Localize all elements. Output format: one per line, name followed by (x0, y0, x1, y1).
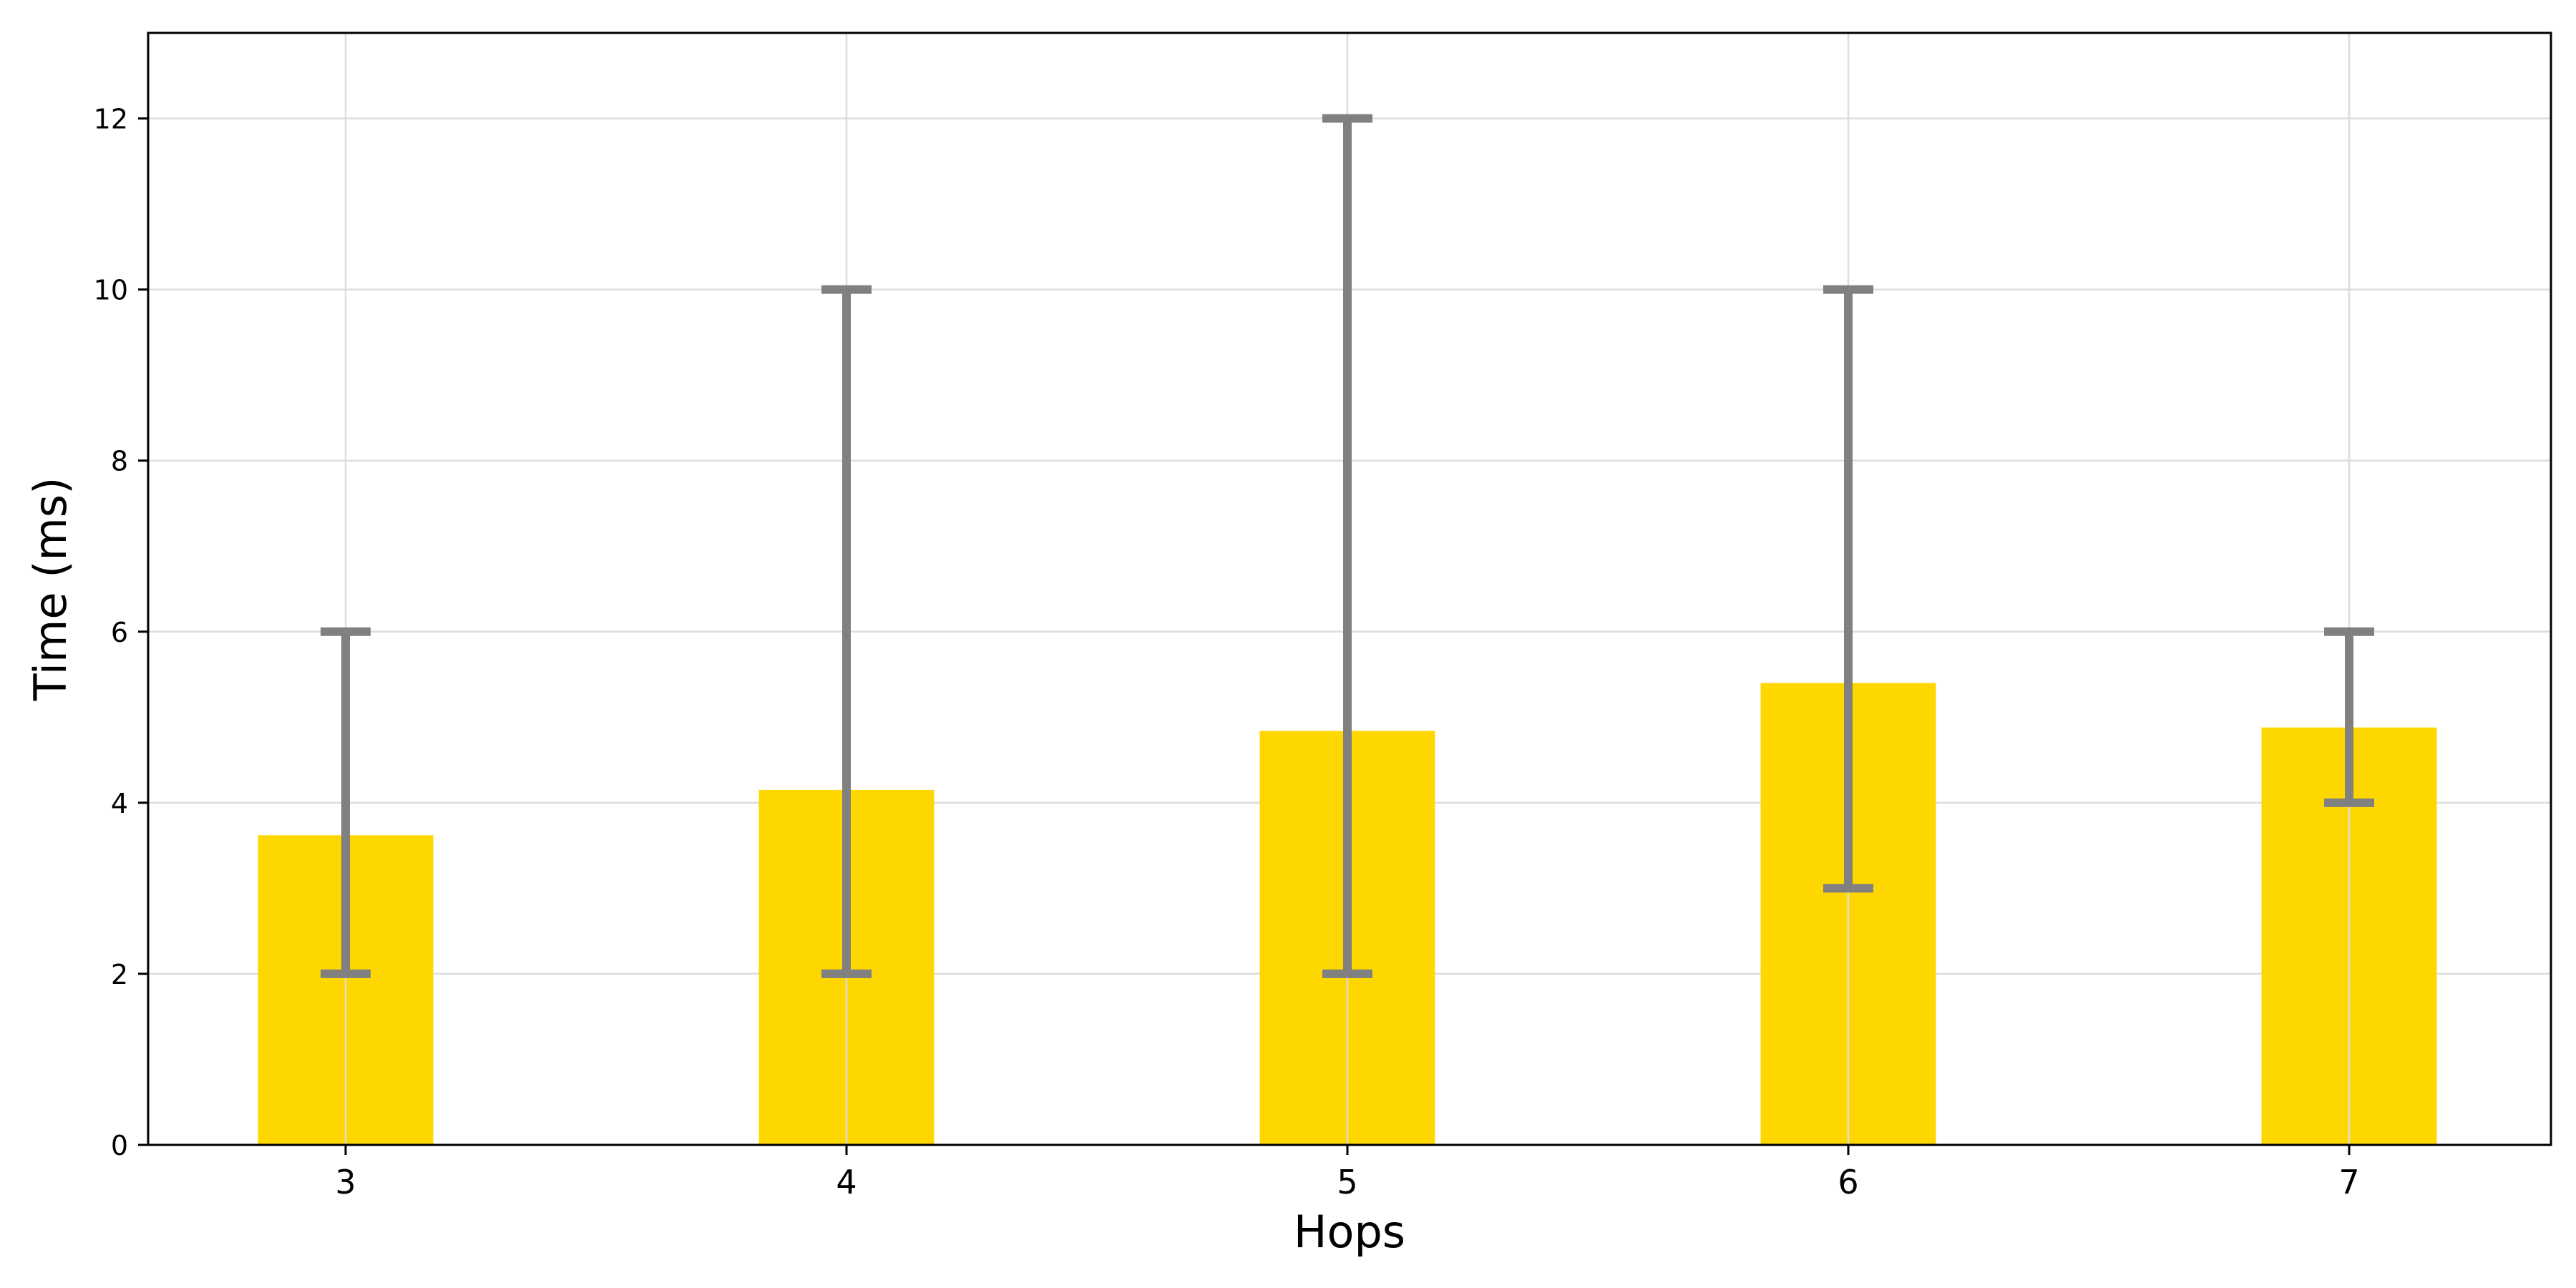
y-tick-label: 0 (111, 1130, 128, 1161)
bars (258, 683, 2437, 1145)
y-tick-label: 4 (111, 788, 128, 819)
x-axis-label: Hops (1294, 1206, 1405, 1258)
y-axis-label: Time (ms) (24, 477, 77, 702)
plot-frame (147, 31, 2552, 1146)
y-tick-label: 2 (111, 959, 128, 990)
y-tick-label: 12 (94, 104, 128, 135)
error-bars (321, 114, 2374, 978)
x-tick-label: 3 (335, 1163, 356, 1201)
y-tick-label: 6 (111, 617, 128, 648)
y-tick-label: 8 (111, 446, 128, 477)
x-tick-label: 4 (836, 1163, 857, 1201)
x-tick-label: 5 (1337, 1163, 1357, 1201)
x-tick-label: 7 (2338, 1163, 2359, 1201)
x-tick-label: 6 (1838, 1163, 1858, 1201)
ticks: 0 2 4 6 8 10 12 3 4 5 6 7 (94, 104, 2360, 1201)
y-tick-label: 10 (94, 275, 128, 306)
